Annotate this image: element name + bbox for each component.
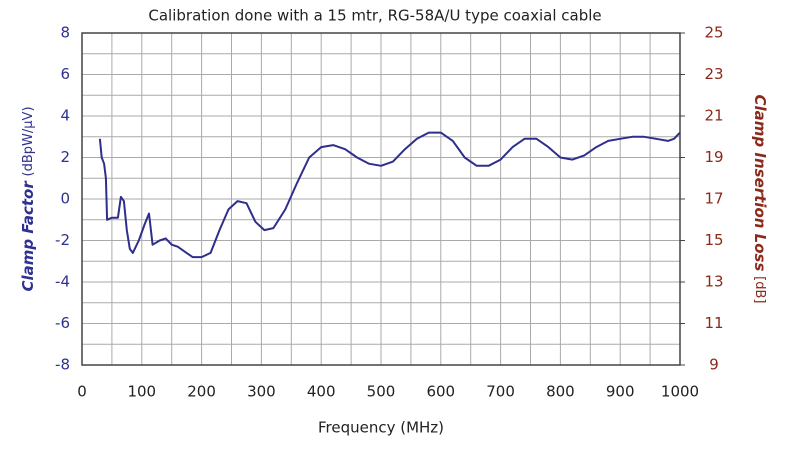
y-tick-label: 6: [60, 65, 70, 83]
y-axis-label: Clamp Factor (dBpW/µV): [19, 106, 37, 291]
y-tick-label: -6: [55, 314, 70, 332]
y2-axis-label-unit: [dB]: [753, 276, 768, 303]
y2-tick-label: 25: [704, 24, 723, 42]
y-tick-label: -8: [55, 356, 70, 374]
x-axis-label: Frequency (MHz): [318, 419, 444, 437]
x-tick-label: 100: [127, 383, 156, 401]
x-tick-label: 600: [426, 383, 455, 401]
x-tick-label: 500: [367, 383, 396, 401]
y2-tick-label: 15: [704, 231, 723, 249]
y2-tick-label: 11: [704, 314, 723, 332]
x-tick-label: 1000: [661, 383, 699, 401]
y2-tick-label: 21: [704, 107, 723, 125]
y-axis-label-unit: (dBpW/µV): [21, 106, 36, 176]
chart-title: Calibration done with a 15 mtr, RG-58A/U…: [148, 7, 601, 25]
x-tick-label: 200: [187, 383, 216, 401]
x-tick-label: 400: [307, 383, 336, 401]
x-tick-label: 300: [247, 383, 276, 401]
y2-tick-label: 23: [704, 65, 723, 83]
y-tick-label: -2: [55, 231, 70, 249]
y-axis-label-main: Clamp Factor: [19, 180, 37, 292]
x-tick-label: 900: [606, 383, 635, 401]
y2-axis-label: Clamp Insertion Loss [dB]: [752, 95, 770, 304]
y-tick-label: 2: [60, 148, 70, 166]
y-tick-label: 0: [60, 190, 70, 208]
y2-tick-label: 19: [704, 148, 723, 166]
x-tick-label: 0: [77, 383, 87, 401]
y2-tick-label: 9: [709, 356, 719, 374]
y-tick-label: 8: [60, 24, 70, 42]
y-tick-label: -4: [55, 273, 70, 291]
plot-frame: [81, 32, 681, 366]
y-tick-label: 4: [60, 107, 70, 125]
y2-axis-label-main: Clamp Insertion Loss: [752, 95, 770, 272]
data-line: [98, 131, 681, 259]
y2-tick-label: 17: [704, 190, 723, 208]
y2-tick-label: 13: [704, 273, 723, 291]
x-tick-label: 800: [546, 383, 575, 401]
x-tick-label: 700: [486, 383, 515, 401]
